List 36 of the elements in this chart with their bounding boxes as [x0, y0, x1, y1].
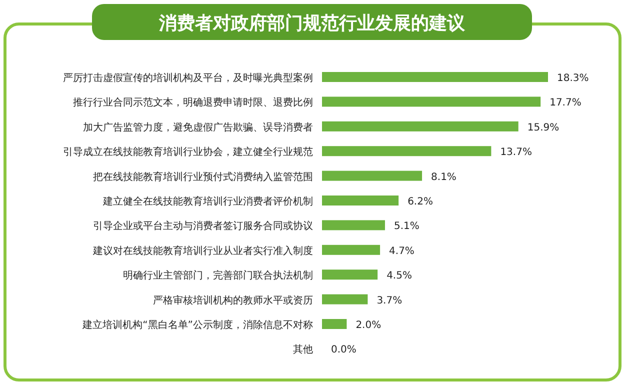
y-tick-label: 其他	[293, 344, 313, 356]
bar	[322, 121, 518, 132]
y-tick-label: 建立健全在线技能教育培训行业消费者评价机制	[102, 196, 313, 208]
bar	[322, 72, 548, 82]
data-label: 0.0%	[331, 344, 356, 356]
bar	[322, 170, 422, 181]
data-label: 15.9%	[527, 122, 560, 134]
data-label: 6.2%	[408, 196, 433, 208]
data-label: 4.5%	[386, 270, 412, 282]
bar	[322, 244, 380, 255]
data-label: 17.7%	[550, 98, 582, 109]
y-tick-label: 引导企业或平台主动与消费者签订服务合同或协议	[93, 220, 313, 232]
y-tick-label: 严厉打击虚假宣传的培训机构及平台，及时曝光典型案例	[63, 72, 313, 84]
chart-title: 消费者对政府部门规范行业发展的建议	[158, 13, 466, 34]
y-tick-label: 建议对在线技能教育培训行业从业者实行准入制度	[92, 244, 313, 257]
bar	[322, 96, 541, 107]
y-tick-label: 引导成立在线技能教育培训行业协会，建立健全行业规范	[63, 146, 313, 158]
data-label: 3.7%	[376, 295, 402, 306]
bar	[322, 294, 368, 304]
bar	[322, 146, 492, 156]
data-label: 18.3%	[557, 73, 589, 84]
bar	[322, 270, 378, 280]
y-tick-label: 严格审核培训机构的教师水平或资历	[153, 294, 313, 306]
bar	[322, 319, 347, 329]
bar	[322, 220, 385, 230]
y-tick-label: 推行行业合同示范文本，明确退费申请时限、退费比例	[73, 96, 313, 109]
bar	[322, 196, 399, 206]
y-tick-label: 加大广告监管力度，避免虚假广告欺骗、误导消费者	[83, 121, 313, 134]
data-label: 5.1%	[394, 221, 420, 232]
data-label: 2.0%	[356, 320, 382, 331]
y-tick-label: 把在线技能教育培训行业预付式消费纳入监管范围	[93, 170, 313, 183]
data-label: 8.1%	[431, 172, 456, 183]
y-tick-label: 建立培训机构“黑白名单”公示制度，消除信息不对称	[82, 319, 313, 331]
data-label: 4.7%	[389, 246, 414, 257]
data-label: 13.7%	[500, 147, 532, 158]
y-tick-label: 明确行业主管部门，完善部门联合执法机制	[123, 270, 313, 282]
